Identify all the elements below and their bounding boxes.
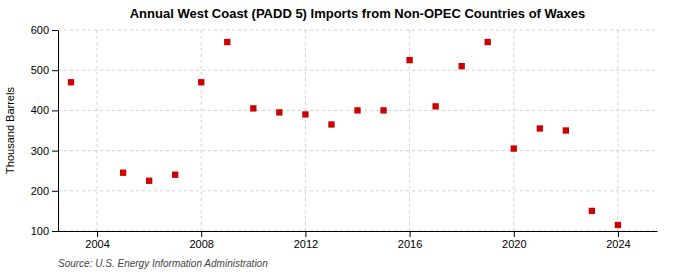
chart: 2004 2008 2012 2016 2020 2024 100 200 300 400 500 6… [0,0,675,275]
tick: 2020 [502,231,526,250]
tick-label: 2008 [189,238,213,250]
tick-mark [97,231,98,237]
axis-line [58,31,59,232]
tick-mark [52,231,58,232]
tick-mark [201,231,202,237]
tick-label: 2016 [398,238,422,250]
tick-mark [52,191,58,192]
grid-line [58,231,657,232]
tick-label: 300 [31,145,49,157]
tick: 300 [31,145,58,157]
tick-mark [52,30,58,31]
point [68,79,74,85]
point [302,111,308,117]
point [276,109,282,115]
tick-label: 2004 [85,238,109,250]
tick-label: 100 [31,225,49,237]
tick: 2012 [294,231,318,250]
tick-mark [305,231,306,237]
tick-label: 400 [31,104,49,116]
x-axis: 2004 2008 2012 2016 2020 2024 [59,231,658,250]
grid-line [617,30,618,231]
point [250,105,256,111]
grid-line [58,150,657,151]
point [589,208,595,214]
title: Annual West Coast (PADD 5) Imports from … [130,6,586,21]
tick: 2016 [398,231,422,250]
point [172,172,178,178]
point [354,107,360,113]
grid-line [58,70,657,71]
grid-line [513,30,514,231]
point [485,39,491,45]
point [459,63,465,69]
point [511,145,517,151]
y-axis: 100 200 300 400 500 600 [31,24,59,237]
point [537,125,543,131]
source-note: Source: U.S. Energy Information Administ… [58,258,268,269]
y-axis-title: Thousand Barrels [4,87,16,174]
tick: 400 [31,104,58,116]
tick-mark [410,231,411,237]
point [328,121,334,127]
grid-line [201,30,202,231]
tick-mark [52,70,58,71]
tick-label: 600 [31,24,49,36]
tick: 2024 [606,231,630,250]
point [406,57,412,63]
point [198,79,204,85]
tick: 100 [31,225,58,237]
tick: 2008 [189,231,213,250]
point [432,103,438,109]
tick-mark [52,110,58,111]
tick-label: 2020 [502,238,526,250]
point [563,127,569,133]
grid-line [58,190,657,191]
tick: 2004 [85,231,109,250]
point [224,39,230,45]
tick: 600 [31,24,58,36]
grid-line [97,30,98,231]
tick-mark [52,151,58,152]
tick-label: 500 [31,64,49,76]
tick: 500 [31,64,58,76]
tick-mark [514,231,515,237]
tick-label: 2012 [294,238,318,250]
tick-label: 200 [31,185,49,197]
points [68,39,621,228]
point [615,222,621,228]
tick: 200 [31,185,58,197]
grid-line [58,30,657,31]
tick-label: 2024 [606,238,630,250]
point [120,170,126,176]
grid [58,30,657,231]
plot: 2004 2008 2012 2016 2020 2024 100 200 300 400 500 6… [31,24,658,250]
grid-line [305,30,306,231]
axis-line [59,231,658,232]
tick-mark [618,231,619,237]
point [380,107,386,113]
point [146,178,152,184]
